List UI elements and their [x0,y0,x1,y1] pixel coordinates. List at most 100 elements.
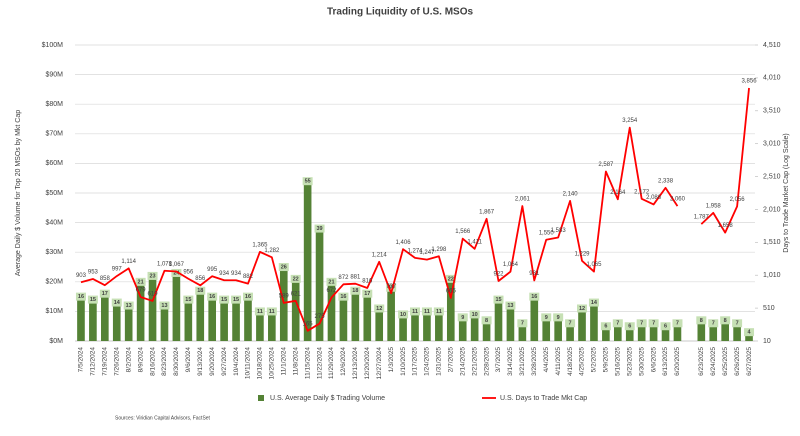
bar-value-label: 22 [293,276,299,282]
x-tick-label: 5/16/2025 [615,347,622,376]
x-tick-label: 5/2/2025 [591,347,598,373]
line-value-label: 2,060 [670,197,686,203]
x-tick-label: 7/5/2024 [78,347,85,373]
bar-label-bg [457,313,468,322]
x-tick-label: 9/27/2024 [221,347,228,376]
bar-value-label: 12 [579,306,585,312]
bar-value-label: 8 [700,318,703,324]
bar-label-bg [374,304,385,313]
line-value-label: 816 [362,279,373,285]
bar [423,308,431,341]
bar-value-label: 16 [78,294,84,300]
line-value-label: 903 [76,273,87,279]
line-value-label: 1,067 [169,262,185,268]
y2-tick-label: 1,010 [763,272,781,279]
legend-label: U.S. Average Daily $ Trading Volume [270,395,385,402]
bar-label-bg [624,322,635,331]
y-tick-label: $10M [45,308,63,315]
line-value-label: 1,214 [372,252,388,258]
bar-label-bg [433,307,444,316]
bar-value-label: 16 [531,294,537,300]
bar-label-bg [720,316,731,325]
bar [363,290,372,341]
line-value-label: 881 [350,274,361,280]
x-tick-label: 11/1/2024 [280,347,287,376]
line-value-label: 1,064 [503,262,519,268]
line-value-label: 882 [243,274,254,280]
line-value-label: 1,583 [551,228,567,234]
bar-label-bg [338,292,349,301]
y2-tick-label: 2,010 [763,206,781,213]
line-value-label: 1,658 [718,223,734,229]
bar-label-bg [410,307,420,316]
line-value-label: 2,061 [515,197,531,203]
bar [554,314,562,341]
bar [112,299,121,341]
line-value-label: 3,254 [622,118,638,124]
bar-value-label: 6 [604,324,607,330]
line-value-label: 619 [148,292,159,298]
x-tick-label: 6/24/2025 [710,347,717,376]
x-tick-label: 10/4/2024 [233,347,240,376]
legend-label: U.S. Days to Trade Mkt Cap [500,395,587,402]
bar-value-label: 18 [352,288,358,294]
bar [315,225,324,341]
x-tick-label: 5/23/2025 [626,347,633,376]
source-note: Sources: Viridian Capital Advisors, Fact… [115,415,211,421]
x-tick-label: 3/21/2025 [519,347,526,376]
bar [721,317,729,341]
line-value-label: 1,550 [539,230,555,236]
bar-label-bg [565,319,576,328]
bar [148,272,157,341]
bar-label-bg [529,292,540,301]
bar-label-bg [266,307,277,316]
bar [578,305,586,341]
line-value-label: 2,338 [658,178,674,184]
bar [351,287,360,341]
y2-tick-label: 2,510 [763,173,781,180]
bar [530,293,539,341]
bar-label-bg [254,307,265,316]
bar [661,323,670,341]
line [80,87,750,332]
bar-label-bg [183,295,194,304]
bar-label-bg [242,292,253,301]
line-value-label: 1,411 [467,239,482,245]
bar-label-bg [493,295,504,304]
x-tick-label: 8/16/2024 [149,347,156,376]
line-value-label: 3,856 [742,79,758,85]
line-value-label: 934 [219,271,230,277]
legend-swatch [258,395,264,401]
line-value-label: 621 [291,291,302,297]
bar-label-bg [159,301,170,310]
line-value-label: 1,065 [586,262,602,268]
bar-value-label: 16 [340,294,346,300]
y2-tick-label: 3,510 [763,108,781,115]
line-value-label: 1,566 [455,229,471,235]
x-tick-label: 5/30/2025 [638,347,645,376]
y2-tick-label: 10 [763,338,771,345]
bar-label-bg [553,313,564,322]
x-tick-label: 1/31/2025 [436,347,443,376]
bar-label-bg [75,292,86,301]
bar-value-label: 10 [472,312,478,318]
y2-tick-label: 510 [763,305,775,312]
line-value-label: 1,365 [252,242,268,248]
bar-label-bg [350,286,361,295]
bar-value-label: 19 [388,285,394,291]
bar-label-bg [588,298,599,307]
bar [256,308,264,341]
bar [327,278,336,341]
bar-label-bg [469,310,480,319]
x-tick-label: 1/3/2025 [388,347,395,373]
bar-label-bg [708,319,719,328]
y2-tick-label: 4,510 [763,42,781,49]
x-tick-label: 6/23/2025 [698,347,705,376]
bar-value-label: 22 [448,276,454,282]
x-tick-label: 5/9/2025 [603,347,610,373]
x-tick-label: 12/13/2024 [352,347,359,380]
line-value-label: 931 [529,271,540,277]
x-tick-label: 6/26/2025 [734,347,741,376]
x-tick-label: 12/6/2024 [340,347,347,376]
y-tick-label: $70M [45,131,63,138]
